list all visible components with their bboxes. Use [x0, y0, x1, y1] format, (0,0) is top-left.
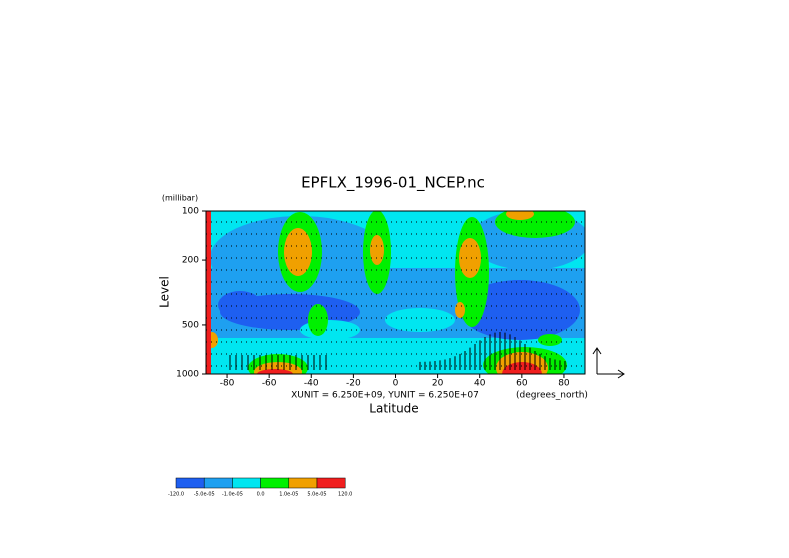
contour-band [459, 238, 481, 278]
colorbar-label: 5.0e-05 [307, 492, 326, 498]
y-unit: (millibar) [162, 194, 198, 203]
colorbar-box [316, 477, 346, 489]
vector-legend [592, 347, 625, 379]
x-tick-label: 40 [474, 379, 486, 389]
colorbar-box [232, 477, 261, 489]
colorbar-label: 1.0e-05 [279, 492, 298, 498]
contour-band [506, 211, 534, 220]
y-tick-label: 100 [182, 207, 199, 217]
y-axis-label: Level [158, 276, 172, 308]
x-unit: (degrees_north) [516, 391, 588, 401]
colorbar-label: -5.0e-05 [194, 492, 215, 498]
colorbar-box [175, 477, 205, 489]
contour-band [370, 235, 384, 265]
contour-band [460, 280, 580, 340]
vector-arrow [592, 347, 602, 374]
contour-band [206, 211, 211, 374]
x-tick-label: 80 [558, 379, 570, 389]
chart-title: EPFLX_1996-01_NCEP.nc [301, 174, 485, 193]
x-tick-label: -80 [220, 379, 235, 389]
y-tick-label: 200 [182, 256, 199, 266]
colorbar-box [203, 477, 233, 489]
x-tick-label: 20 [432, 379, 444, 389]
colorbar-box [260, 477, 290, 489]
contour-band [257, 369, 293, 374]
vector-arrow [597, 369, 625, 379]
x-tick-label: -20 [346, 379, 361, 389]
x-tick-label: 0 [393, 379, 399, 389]
contour-band [385, 308, 455, 332]
colorbar-label: 120.0 [338, 492, 352, 498]
contour-band [308, 304, 328, 336]
contour-band [502, 362, 542, 374]
x-tick-label: -60 [262, 379, 277, 389]
y-tick-label: 500 [182, 320, 199, 330]
y-tick-label: 1000 [176, 370, 199, 380]
x-tick-label: 60 [516, 379, 528, 389]
plot-area [206, 211, 585, 374]
x-tick-label: -40 [304, 379, 319, 389]
annotation: XUNIT = 6.250E+09, YUNIT = 6.250E+07 [291, 391, 479, 401]
colorbar-box [288, 477, 318, 489]
contour-band [284, 228, 312, 276]
contour-band [218, 291, 262, 319]
contour-band [538, 334, 562, 346]
colorbar-label: -1.0e-05 [222, 492, 243, 498]
contour-band [455, 302, 465, 318]
colorbar-label: -120.0 [168, 492, 184, 498]
x-axis-label: Latitude [369, 402, 418, 416]
colorbar-label: 0.0 [257, 492, 265, 498]
